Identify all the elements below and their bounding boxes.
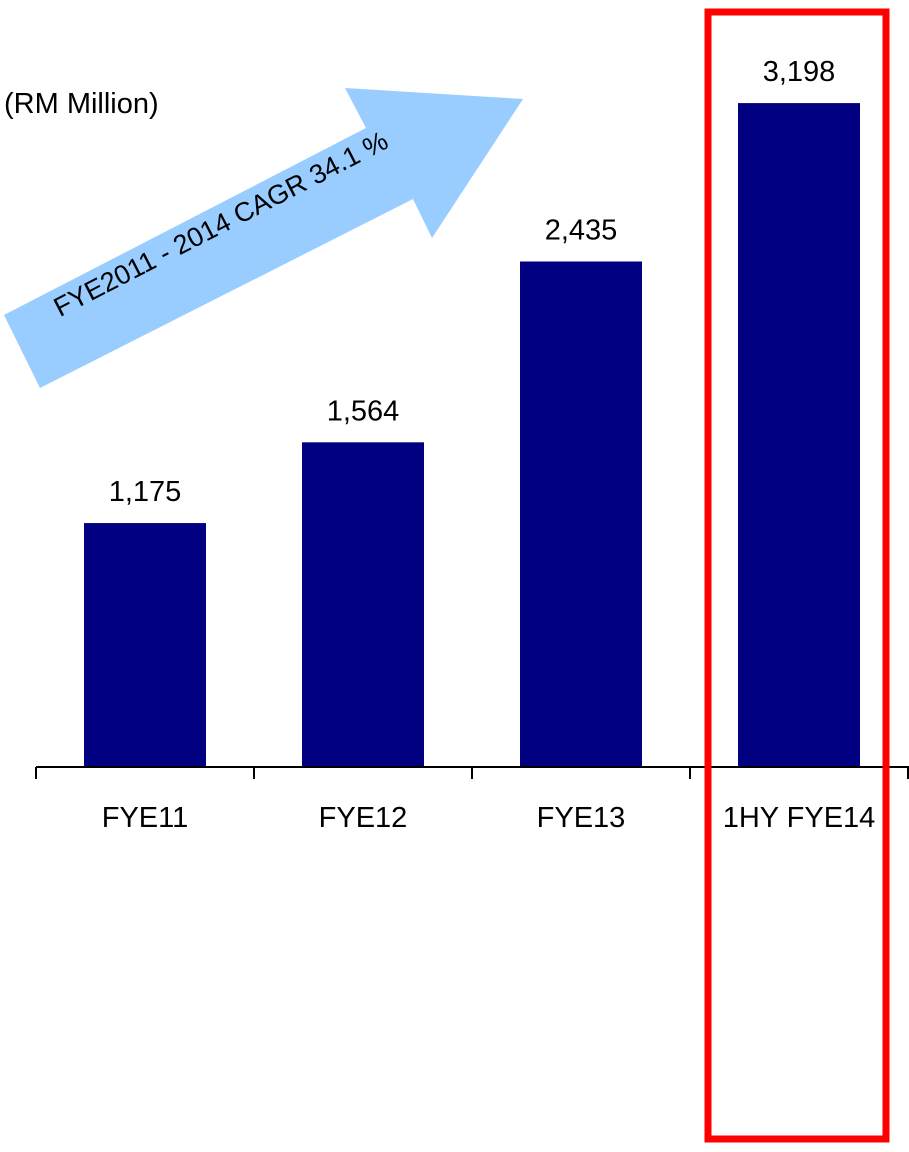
- x-tick-label-2: FYE12: [319, 802, 408, 834]
- cagr-arrow: FYE2011 - 2014 CAGR 34.1 %: [4, 88, 523, 388]
- value-label-2: 1,564: [327, 395, 400, 427]
- value-label-3: 2,435: [545, 214, 618, 246]
- highlight-box: [704, 8, 890, 1143]
- x-tick-label-3: FYE13: [537, 802, 626, 834]
- cagr-arrow-shape: [4, 88, 523, 388]
- x-tick-label-1: FYE11: [102, 802, 189, 834]
- value-label-4: 3,198: [763, 56, 836, 88]
- bar-1: [84, 523, 206, 767]
- x-axis-tick-labels: FYE11 FYE12 FYE13 1HY FYE14: [102, 802, 876, 834]
- unit-label: (RM Million): [4, 88, 159, 120]
- value-labels-layer: 1,175 1,564 2,435 3,198: [109, 56, 836, 508]
- value-label-1: 1,175: [109, 476, 182, 508]
- bars-layer: [84, 103, 860, 767]
- bar-2: [302, 442, 424, 767]
- bar-4: [738, 103, 860, 767]
- x-tick-label-4: 1HY FYE14: [723, 802, 876, 834]
- x-axis-ticks: [35, 767, 909, 779]
- bar-3: [520, 261, 642, 767]
